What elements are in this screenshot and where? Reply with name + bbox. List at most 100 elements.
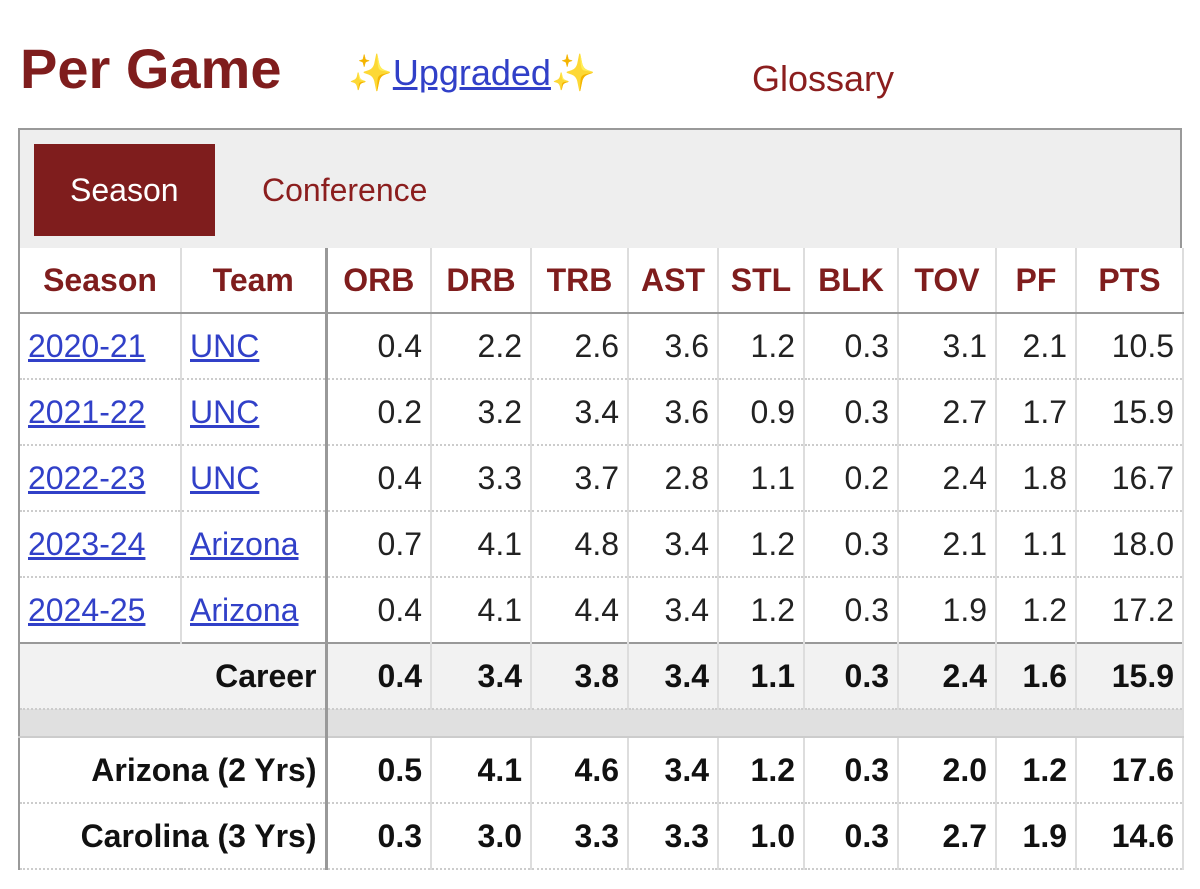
stat-cell: 0.3: [804, 577, 899, 644]
stat-cell: 10.5: [1076, 313, 1184, 380]
column-header: AST: [628, 248, 719, 314]
stat-cell: 1.8: [996, 445, 1077, 512]
stat-cell: 0.7: [326, 511, 432, 578]
column-header: PF: [996, 248, 1077, 314]
stat-cell: 2.7: [898, 379, 997, 446]
stat-cell: 17.2: [1076, 577, 1184, 644]
stat-cell: 3.4: [628, 511, 719, 578]
stat-cell: 2.7: [898, 803, 997, 870]
stat-cell: 2.1: [996, 313, 1077, 380]
stat-cell: 0.3: [804, 511, 899, 578]
season-row: 2022-23 UNC 0.4 3.3 3.7 2.8 1.1 0.2 2.4 1.8 16.7: [18, 445, 1184, 512]
stat-cell: 3.4: [628, 577, 719, 644]
upgraded: ✨Upgraded✨: [348, 52, 596, 94]
team-link[interactable]: UNC: [181, 379, 328, 446]
stat-cell: 18.0: [1076, 511, 1184, 578]
stat-cell: 1.2: [996, 737, 1077, 804]
stat-cell: 1.9: [898, 577, 997, 644]
stat-cell: 1.2: [718, 577, 805, 644]
stat-cell: 4.4: [531, 577, 629, 644]
column-header: ORB: [326, 248, 432, 314]
stat-cell: 1.2: [996, 577, 1077, 644]
stat-cell: 4.1: [431, 577, 532, 644]
stat-cell: 1.7: [996, 379, 1077, 446]
stat-cell: 0.4: [326, 445, 432, 512]
season-row: 2021-22 UNC 0.2 3.2 3.4 3.6 0.9 0.3 2.7 1.7 15.9: [18, 379, 1184, 446]
stat-cell: 3.0: [431, 803, 532, 870]
stat-cell: 0.3: [804, 379, 899, 446]
stat-cell: 3.7: [531, 445, 629, 512]
season-row: 2020-21 UNC 0.4 2.2 2.6 3.6 1.2 0.3 3.1 2.1 10.5: [18, 313, 1184, 380]
stat-cell: 1.1: [718, 642, 805, 710]
column-header: DRB: [431, 248, 532, 314]
stat-cell: 3.4: [431, 642, 532, 710]
column-header: Team: [181, 248, 328, 314]
sparkle: ✨: [550, 52, 596, 93]
stat-cell: 14.6: [1076, 803, 1184, 870]
column-header: Season: [18, 248, 182, 314]
stat-cell: 0.3: [326, 803, 432, 870]
stat-cell: 3.3: [628, 803, 719, 870]
stat-cell: 0.3: [804, 642, 899, 710]
spacer: [326, 709, 1184, 738]
season-link[interactable]: 2021-22: [18, 379, 182, 446]
stat-cell: 2.4: [898, 445, 997, 512]
total-row: Carolina (3 Yrs) 0.3 3.0 3.3 3.3 1.0 0.3 2.7 1.9…: [18, 803, 1184, 870]
stat-cell: 4.6: [531, 737, 629, 804]
stat-cell: 3.6: [628, 379, 719, 446]
spacer: [18, 709, 328, 738]
total-label: Arizona (2 Yrs): [18, 737, 328, 804]
total-row: Arizona (2 Yrs) 0.5 4.1 4.6 3.4 1.2 0.3 2.0 1.2 1…: [18, 737, 1184, 804]
stat-cell: 2.1: [898, 511, 997, 578]
season-link[interactable]: 2022-23: [18, 445, 182, 512]
stat-cell: 1.2: [718, 313, 805, 380]
tab-conference[interactable]: Conference: [262, 172, 428, 208]
season-link[interactable]: 2023-24: [18, 511, 182, 578]
tab-season[interactable]: Season: [34, 144, 215, 236]
stat-cell: 0.5: [326, 737, 432, 804]
season-row: 2024-25 Arizona 0.4 4.1 4.4 3.4 1.2 0.3 1.9 1.2 17…: [18, 577, 1184, 644]
stat-cell: 3.3: [431, 445, 532, 512]
stat-cell: 2.8: [628, 445, 719, 512]
season-link[interactable]: 2024-25: [18, 577, 182, 644]
stat-cell: 4.8: [531, 511, 629, 578]
stat-cell: 0.9: [718, 379, 805, 446]
stat-cell: 1.6: [996, 642, 1077, 710]
header-row: Season Team ORB DRB TRB AST STL BLK TOV PF PTS: [18, 248, 1184, 314]
column-header: TOV: [898, 248, 997, 314]
stat-cell: 3.3: [531, 803, 629, 870]
spacer-row: [18, 709, 1184, 738]
team-link[interactable]: Arizona: [181, 511, 328, 578]
season-link[interactable]: 2020-21: [18, 313, 182, 380]
stat-cell: 3.4: [628, 737, 719, 804]
stat-cell: 3.2: [431, 379, 532, 446]
tab-bar: Season Conference: [18, 128, 1182, 250]
stat-cell: 2.4: [898, 642, 997, 710]
upgraded-link[interactable]: Upgraded: [392, 52, 551, 93]
stat-cell: 0.4: [326, 577, 432, 644]
column-header: STL: [718, 248, 805, 314]
stat-cell: 1.0: [718, 803, 805, 870]
column-header: TRB: [531, 248, 629, 314]
stat-cell: 4.1: [431, 737, 532, 804]
column-header: BLK: [804, 248, 899, 314]
stat-cell: 2.2: [431, 313, 532, 380]
stat-cell: 3.6: [628, 313, 719, 380]
stat-cell: 3.4: [531, 379, 629, 446]
stat-cell: 2.6: [531, 313, 629, 380]
stat-cell: 0.2: [804, 445, 899, 512]
stats-table: Season Team ORB DRB TRB AST STL BLK TOV PF PTS 2020…: [18, 248, 1184, 870]
column-header: PTS: [1076, 248, 1184, 314]
team-link[interactable]: UNC: [181, 313, 328, 380]
total-label: Career: [18, 642, 328, 710]
stat-cell: 3.8: [531, 642, 629, 710]
stat-cell: 1.2: [718, 737, 805, 804]
team-link[interactable]: Arizona: [181, 577, 328, 644]
stat-cell: 0.4: [326, 642, 432, 710]
glossary-link[interactable]: Glossary: [752, 58, 895, 99]
total-label: Carolina (3 Yrs): [18, 803, 328, 870]
team-link[interactable]: UNC: [181, 445, 328, 512]
stat-cell: 3.1: [898, 313, 997, 380]
stat-cell: 0.2: [326, 379, 432, 446]
page-title: Per Game: [20, 37, 282, 100]
